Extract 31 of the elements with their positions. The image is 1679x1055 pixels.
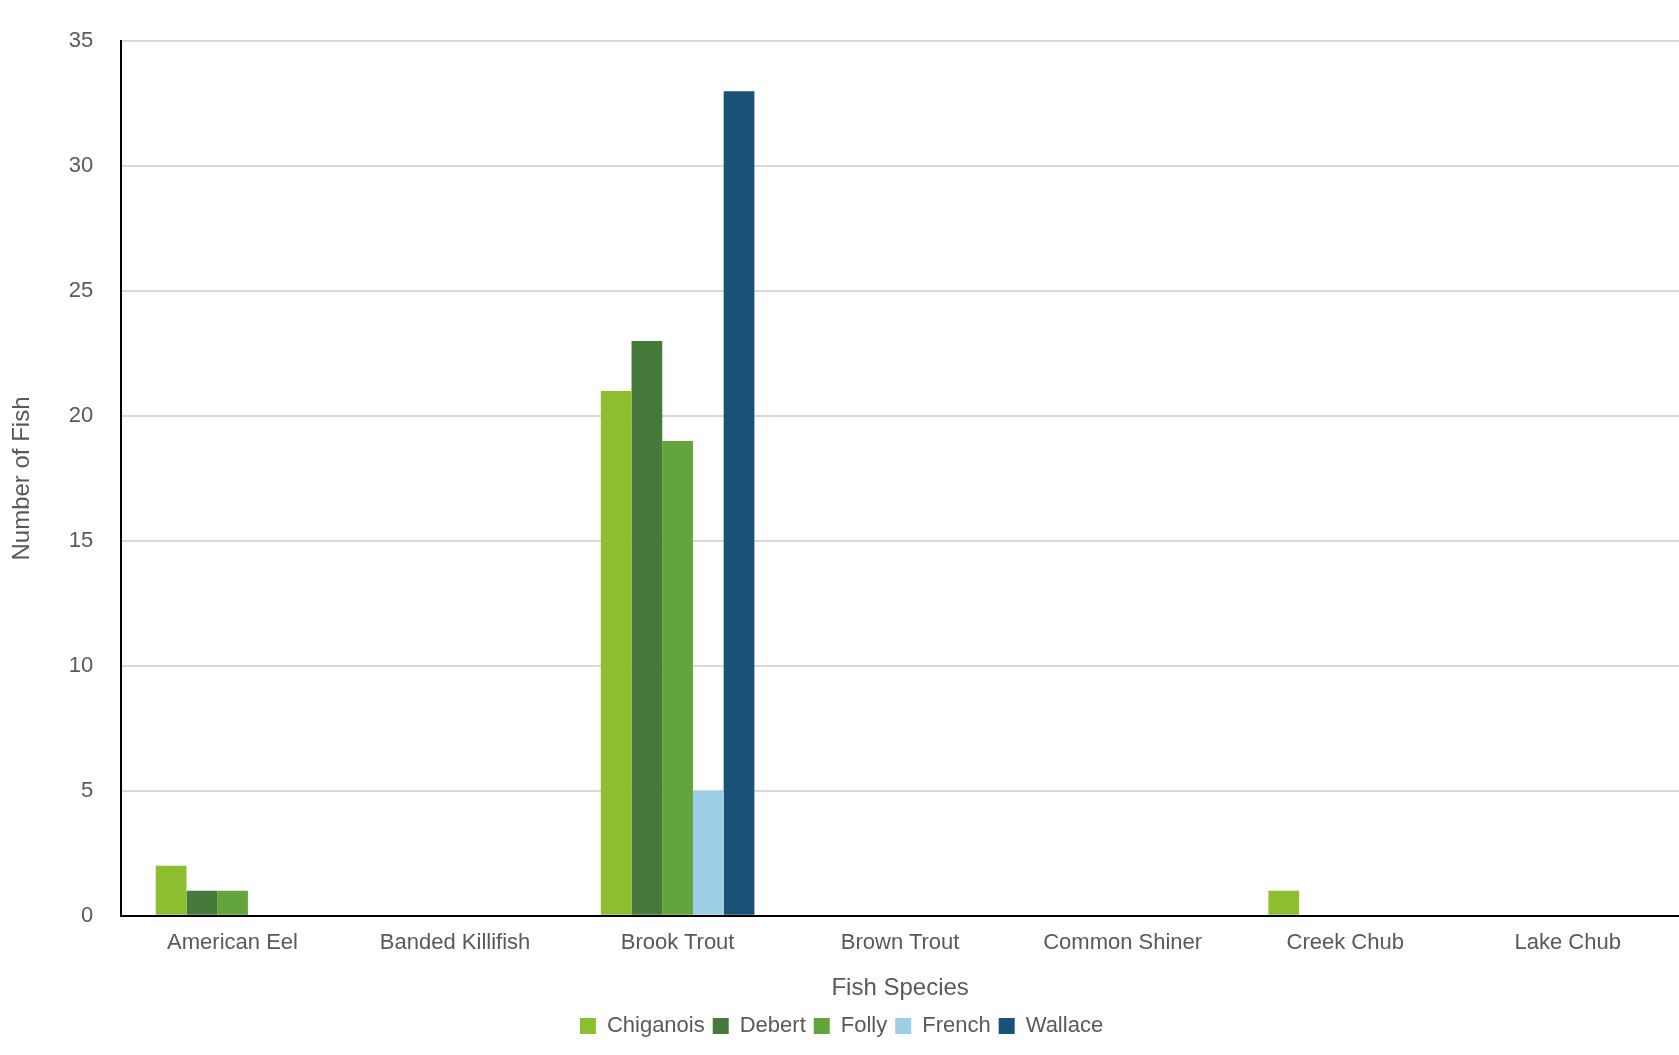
legend-label: Debert xyxy=(739,1012,806,1038)
y-tick-label: 15 xyxy=(68,527,94,553)
bar xyxy=(723,91,755,915)
bar xyxy=(217,890,248,915)
x-tick-label: Banded Killifish xyxy=(379,929,531,955)
legend-label: French xyxy=(922,1012,991,1038)
y-tick-label: 20 xyxy=(68,402,94,428)
bar xyxy=(662,441,693,915)
y-tick-label: 10 xyxy=(68,651,94,677)
y-axis-title: Number of Fish xyxy=(7,396,35,561)
bar xyxy=(186,890,218,915)
bar xyxy=(1268,890,1300,915)
x-tick-label: Lake Chub xyxy=(1514,929,1621,955)
y-tick-label: 35 xyxy=(68,27,94,53)
x-tick-label: Common Shiner xyxy=(1043,929,1203,955)
y-tick-label: 5 xyxy=(81,776,94,802)
y-tick-label: 30 xyxy=(68,152,94,178)
y-tick-label: 25 xyxy=(68,277,94,303)
x-axis-title: Fish Species xyxy=(831,973,969,1001)
legend-label: Chiganois xyxy=(606,1012,705,1038)
bar xyxy=(600,391,632,915)
legend-label: Wallace xyxy=(1025,1012,1104,1038)
bar xyxy=(631,341,663,915)
x-tick-label: Brown Trout xyxy=(840,929,960,955)
legend-label: Folly xyxy=(840,1012,888,1038)
bar xyxy=(692,790,724,915)
x-tick-label: Brook Trout xyxy=(620,929,735,955)
x-tick-label: American Eel xyxy=(167,929,298,955)
y-tick-label: 0 xyxy=(81,901,94,927)
x-tick-label: Creek Chub xyxy=(1286,929,1404,955)
bar xyxy=(155,865,187,915)
